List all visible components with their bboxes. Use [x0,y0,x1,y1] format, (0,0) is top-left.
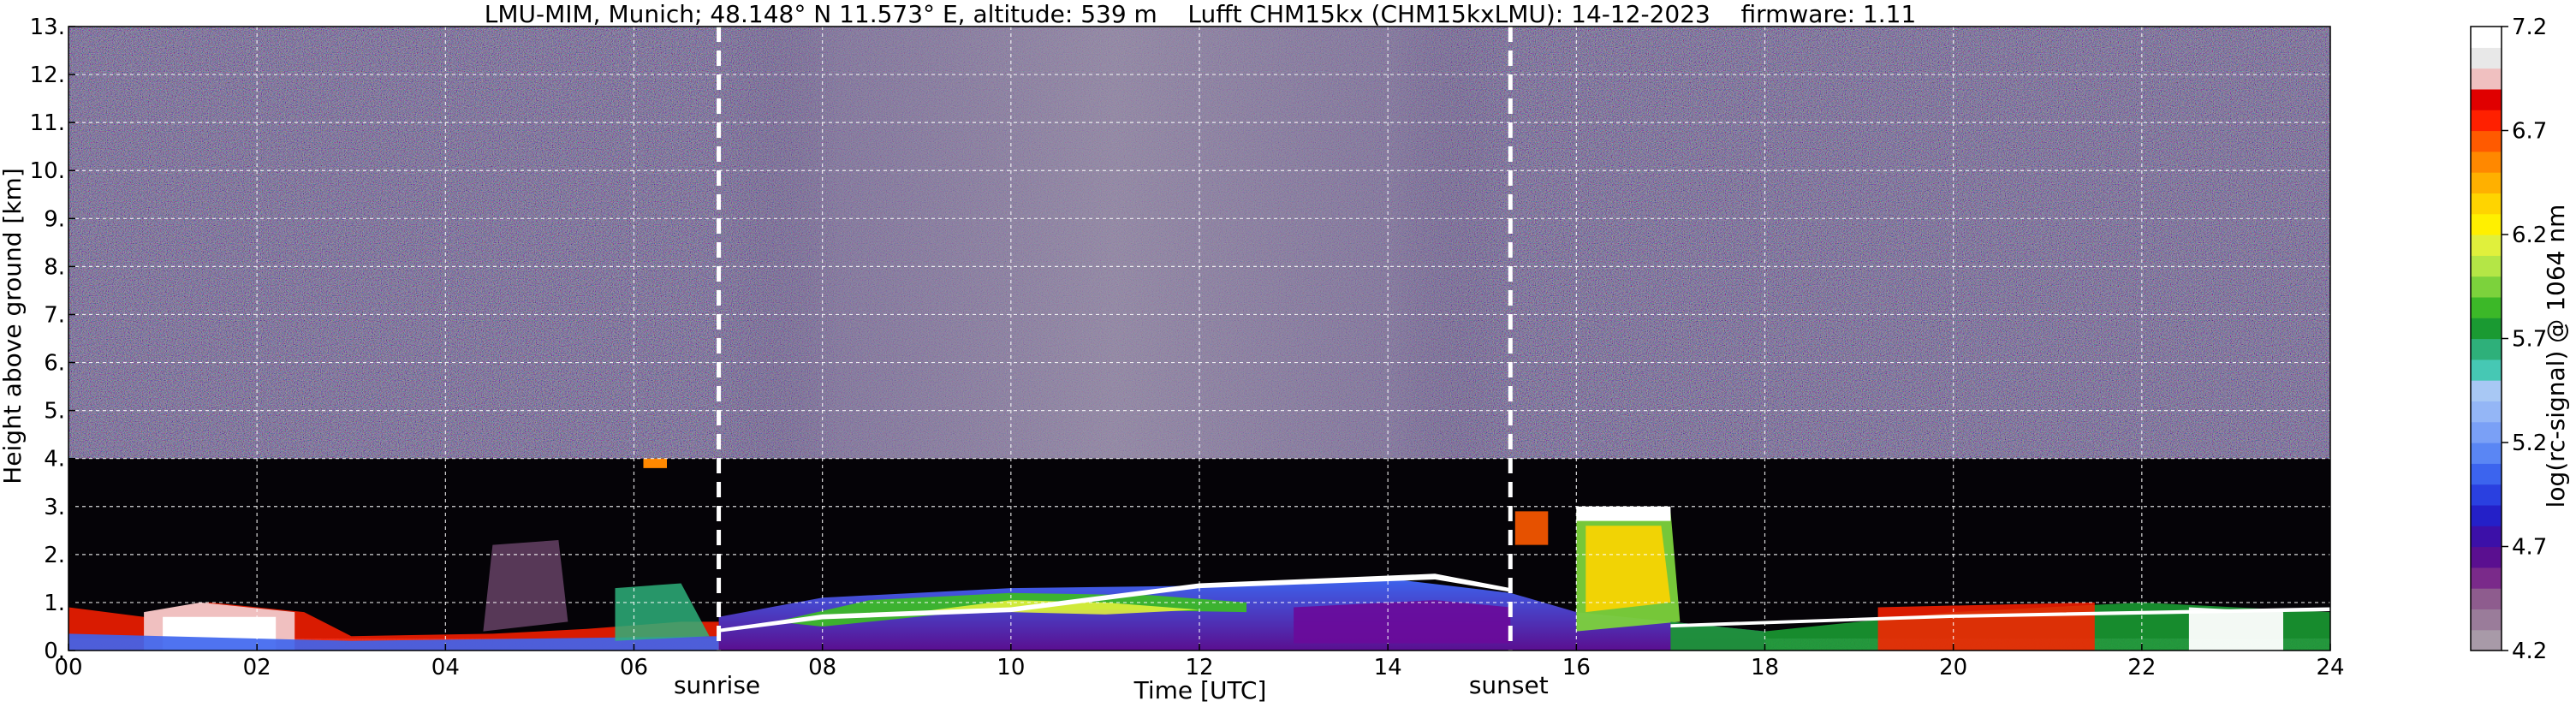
colorbar-segment [2471,609,2502,631]
colorbar [2470,26,2502,651]
colorbar-segment [2471,296,2502,318]
x-tick-label: 20 [1939,655,1967,680]
signal-region [1585,526,1671,613]
colorbar-segment [2471,47,2502,69]
x-tick-label: 06 [620,655,648,680]
x-tick-label: 00 [54,655,82,680]
x-tick-label: 04 [431,655,460,680]
colorbar-segment [2471,588,2502,609]
y-tick-label: 4. [44,447,65,472]
event-label-sunrise: sunrise [674,671,760,699]
x-tick-label: 16 [1562,655,1591,680]
x-tick-label: 22 [2127,655,2156,680]
signal-region [1576,506,1671,521]
colorbar-tick-label: 5.7 [2512,327,2547,353]
colorbar-segment [2471,213,2502,235]
event-label-sunset: sunset [1469,671,1549,699]
x-tick-label: 14 [1374,655,1402,680]
colorbar-tick-label: 5.2 [2512,431,2547,456]
colorbar-segment [2471,68,2502,90]
x-axis: 00 02 04 06 08 10 12 14 16 18 20 22 24 [54,644,2345,680]
colorbar-segment [2471,484,2502,506]
colorbar-segment [2471,276,2502,298]
event-labels: sunrise sunset [674,671,1549,699]
y-tick-label: 13. [30,15,65,40]
y-tick-label: 3. [44,495,65,520]
signal-region [615,583,710,641]
y-axis: 0. 1. 2. 3. 4. 5. 6. 7. 8. 9. 10. 11. 12. 13. [30,15,75,664]
x-tick-label: 10 [996,655,1025,680]
colorbar-segment [2471,318,2502,340]
colorbar-segment [2471,526,2502,548]
grid [68,27,2330,651]
colorbar-segment [2471,255,2502,277]
signal-region [718,573,1511,633]
colorbar-segment [2471,546,2502,568]
colorbar-segment [2471,193,2502,215]
event-markers [717,27,1513,651]
y-tick-label: 0. [44,639,65,664]
x-tick-label: 18 [1751,655,1779,680]
colorbar-segment [2471,172,2502,193]
colorbar-tick-label: 4.7 [2512,535,2547,561]
colorbar-segment [2471,629,2502,651]
x-axis-label: Time [UTC] [1133,676,1267,704]
signal-region [1514,511,1549,545]
aerosol-layer [68,458,2330,651]
colorbar-segment [2471,235,2502,256]
colorbar-segment [2471,443,2502,464]
colorbar-ticks: 4.2 4.7 5.2 5.7 6.2 6.7 7.2 [2502,15,2547,664]
x-tick-label: 02 [243,655,271,680]
y-tick-label: 6. [44,351,65,377]
signal-region [643,458,667,468]
y-tick-label: 10. [30,158,65,184]
x-tick-label: 24 [2316,655,2344,680]
y-tick-label: 5. [44,399,65,425]
colorbar-tick-label: 6.7 [2512,119,2547,145]
colorbar-segment [2471,401,2502,423]
colorbar-segment [2471,151,2502,173]
x-tick-label: 08 [808,655,836,680]
signal-region [68,633,719,651]
colorbar-segment [2471,421,2502,443]
colorbar-segment [2471,567,2502,589]
colorbar-segment [2471,88,2502,110]
colorbar-segment [2471,380,2502,401]
y-tick-label: 7. [44,302,65,328]
colorbar-tick-label: 4.2 [2512,639,2547,664]
plot-area [68,26,2331,651]
chart-title: LMU-MIM, Munich; 48.148° N 11.573° E, al… [485,0,1917,28]
signal-region [1294,600,1511,644]
y-tick-label: 8. [44,254,65,280]
y-tick-label: 11. [30,110,65,136]
signal-region [483,540,568,632]
colorbar-tick-label: 6.2 [2512,223,2547,248]
signal-region [1670,607,2330,628]
colorbar-segment [2471,110,2502,132]
signal-region [2188,607,2283,651]
y-axis-label: Height above ground [km] [0,168,27,484]
y-tick-label: 1. [44,591,65,616]
colorbar-segment [2471,463,2502,485]
colorbar-label: log(rc-signal) @ 1064 nm [2542,205,2570,508]
colorbar-segment [2471,359,2502,381]
y-tick-label: 9. [44,206,65,232]
colorbar-tick-label: 7.2 [2512,15,2547,40]
y-tick-label: 2. [44,543,65,568]
colorbar-segment [2471,504,2502,526]
signal-region [1877,602,2095,651]
x-tick-label: 12 [1185,655,1213,680]
colorbar-segment [2471,338,2502,360]
y-tick-label: 12. [30,62,65,88]
colorbar-segment [2471,27,2502,48]
colorbar-segment [2471,130,2502,152]
